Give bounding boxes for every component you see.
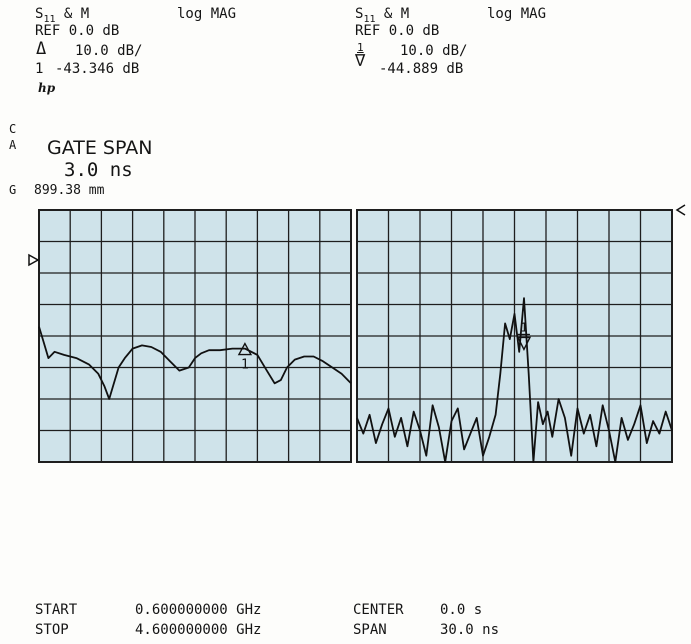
left-marker-label: 1 [241,358,249,373]
start-label: START [35,602,78,618]
gate-span-value: 3.0 ns [64,159,133,181]
center-label: CENTER [353,602,404,618]
span-label: SPAN [353,622,387,638]
flag-a: A [9,138,17,152]
stop-label: STOP [35,622,69,638]
span-value: 30.0 ns [440,622,500,638]
left-format-label: log MAG [177,6,237,22]
left-trace-panel: 1 [38,209,352,463]
left-delta-marker-icon: Δ [36,39,47,59]
gate-span-label: GATE SPAN [47,137,153,159]
left-marker-icon [237,342,253,356]
right-trace-panel: 1 [356,209,673,463]
left-param-label: S11 & M [35,6,90,26]
left-marker-value: -43.346 dB [55,61,140,77]
flag-c: C [9,122,17,136]
distance-readout: 899.38 mm [34,183,105,198]
right-format-label: log MAG [487,6,547,22]
right-marker-index: 1 [357,41,364,54]
left-ref-label: REF 0.0 dB [35,23,120,39]
right-marker-icon [516,336,532,351]
flag-g: G [9,183,17,197]
right-scale-label: 10.0 dB/ [400,43,468,59]
left-marker-index: 1 [35,61,44,77]
stop-value: 4.600000000 GHz [135,622,262,638]
right-trace-line [356,297,673,463]
right-reference-arrow-icon [675,204,686,216]
right-param-label: S11 & M [355,6,410,26]
right-delta-marker-icon: ∇ [355,51,366,71]
center-value: 0.0 s [440,602,483,618]
right-ref-label: REF 0.0 dB [355,23,440,39]
left-scale-label: 10.0 dB/ [75,43,143,59]
left-reference-arrow-icon [28,253,40,267]
right-marker-value: -44.889 dB [379,61,464,77]
right-marker-label: 1 [520,320,527,334]
hp-logo: hp [38,81,56,95]
left-trace-line [38,326,352,400]
start-value: 0.600000000 GHz [135,602,262,618]
